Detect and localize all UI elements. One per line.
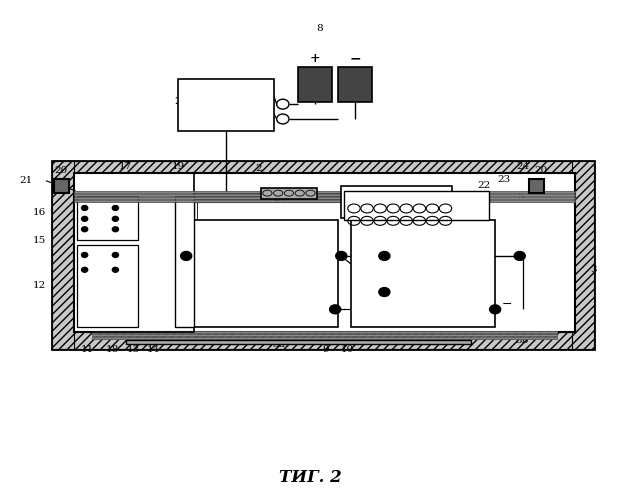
Bar	[73, 194, 575, 196]
Circle shape	[514, 252, 525, 260]
Circle shape	[81, 227, 88, 232]
Bar	[52, 332, 594, 349]
Bar	[194, 220, 338, 326]
Text: 3b: 3b	[515, 336, 528, 345]
Circle shape	[112, 206, 119, 210]
Text: 23: 23	[498, 176, 511, 184]
Bar	[572, 161, 594, 349]
Bar	[73, 191, 575, 193]
Circle shape	[81, 206, 88, 210]
Text: 17: 17	[119, 162, 132, 172]
Circle shape	[81, 268, 88, 272]
Circle shape	[81, 216, 88, 222]
Text: 20: 20	[535, 166, 548, 175]
Text: +: +	[401, 270, 411, 283]
Bar	[73, 174, 194, 332]
Text: 15: 15	[33, 236, 47, 244]
Text: −: −	[349, 51, 361, 65]
Text: 2: 2	[255, 164, 261, 173]
Bar	[175, 196, 194, 326]
Bar	[529, 180, 545, 193]
Text: 20: 20	[55, 166, 68, 175]
Text: −: −	[502, 298, 513, 311]
Text: 4: 4	[243, 338, 249, 347]
Circle shape	[112, 268, 119, 272]
Circle shape	[336, 252, 347, 260]
Circle shape	[112, 227, 119, 232]
Bar	[298, 67, 332, 102]
Text: 12: 12	[33, 281, 47, 290]
Text: ΤИГ. 2: ΤИГ. 2	[279, 469, 342, 486]
Bar	[342, 186, 452, 218]
Bar	[52, 161, 594, 349]
Bar	[350, 220, 495, 326]
Bar	[52, 161, 594, 178]
Text: 19: 19	[171, 162, 185, 172]
Bar	[73, 200, 575, 202]
Text: 24: 24	[516, 162, 530, 172]
Bar	[73, 174, 575, 332]
Text: +: +	[310, 52, 320, 64]
Bar	[345, 190, 489, 220]
Circle shape	[330, 305, 341, 314]
Circle shape	[379, 288, 390, 296]
Circle shape	[112, 216, 119, 222]
Circle shape	[81, 252, 88, 258]
Bar	[54, 180, 70, 193]
Bar	[76, 245, 138, 326]
Text: 16: 16	[33, 208, 47, 218]
Bar	[76, 196, 138, 240]
Circle shape	[112, 252, 119, 258]
Bar	[178, 80, 274, 132]
Text: 10: 10	[341, 346, 354, 354]
Text: 14: 14	[147, 346, 160, 354]
Text: 8: 8	[317, 24, 323, 33]
Circle shape	[379, 252, 390, 260]
Circle shape	[489, 305, 501, 314]
Bar	[52, 161, 73, 349]
Text: 25: 25	[175, 97, 188, 106]
Text: 5+: 5+	[273, 194, 289, 202]
Bar	[73, 174, 575, 332]
Bar	[261, 188, 317, 198]
Text: 5−: 5−	[517, 192, 532, 201]
Bar	[338, 67, 372, 102]
Circle shape	[181, 252, 192, 260]
Text: 21: 21	[19, 176, 33, 186]
Text: 9: 9	[322, 346, 329, 354]
Bar	[92, 334, 556, 336]
Bar	[73, 197, 575, 199]
Bar	[92, 331, 556, 333]
Text: 3: 3	[591, 266, 597, 274]
Text: 3a: 3a	[272, 340, 285, 349]
Text: 22: 22	[478, 181, 491, 190]
Text: 13: 13	[127, 346, 140, 354]
Text: 11: 11	[81, 346, 94, 354]
Bar	[92, 337, 556, 339]
Text: +: +	[219, 270, 230, 283]
Bar	[126, 340, 471, 344]
Text: 18: 18	[106, 346, 119, 354]
